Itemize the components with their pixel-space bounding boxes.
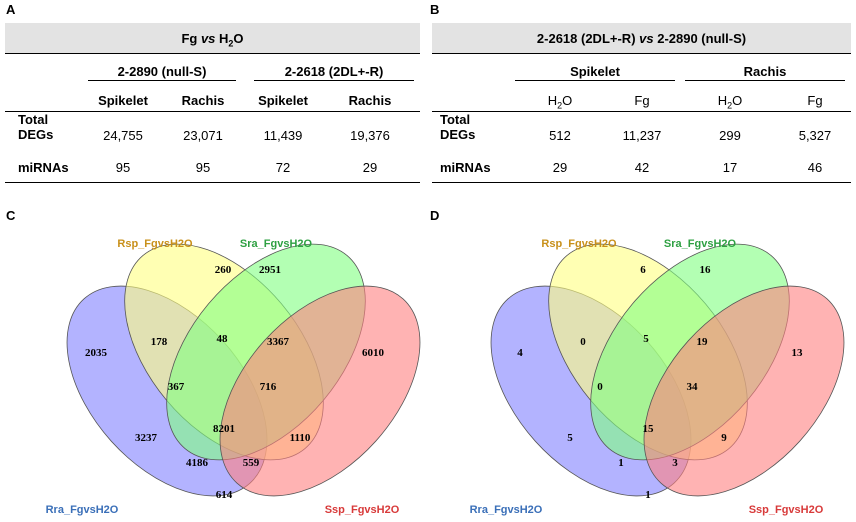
table-a-col-3: Spikelet	[258, 93, 308, 108]
venn-d-count: 3	[672, 457, 678, 469]
venn-c-label-ssp: Ssp_FgvsH2O	[325, 504, 400, 516]
table-b-group-1-rule	[515, 80, 675, 81]
venn-c-ellipse-ssp	[219, 285, 421, 497]
table-a-cell: 19,376	[350, 128, 390, 143]
venn-d-count: 1	[645, 489, 651, 501]
panel-label-b: B	[430, 2, 440, 17]
panel-label-c: C	[6, 208, 16, 223]
venn-c-count: 4186	[186, 457, 209, 469]
venn-c-count: 716	[260, 381, 277, 393]
venn-d-ellipses	[490, 243, 845, 497]
table-a-group-1-rule	[88, 80, 236, 81]
table-a-col-4: Rachis	[348, 93, 392, 108]
table-a-header-bar	[5, 23, 420, 54]
table-b-cell: 5,327	[798, 128, 832, 143]
table-b-cell: 11,237	[622, 128, 662, 143]
table-a-cell: 95	[195, 160, 211, 175]
venn-c-count: 6010	[362, 347, 385, 359]
venn-d-count: 5	[643, 333, 649, 345]
table-a-bottom-rule	[5, 182, 420, 183]
venn-c-count: 48	[217, 333, 229, 345]
venn-c-label-rra: Rra_FgvsH2O	[46, 504, 119, 516]
venn-d-label-rsp: Rsp_FgvsH2O	[541, 238, 617, 250]
venn-d-count: 1	[618, 457, 624, 469]
table-a-title: Fg vs H2O	[181, 31, 244, 49]
table-b-row-total-label: Total DEGs	[440, 112, 476, 142]
table-a-row-mirna-label: miRNAs	[18, 160, 69, 175]
table-b-header-rule	[432, 111, 851, 112]
venn-c-count: 260	[215, 264, 232, 276]
venn-d-count: 6	[640, 264, 646, 276]
table-a-cell: 29	[362, 160, 378, 175]
table-b-cell: 42	[634, 160, 650, 175]
table-b-cell: 17	[722, 160, 738, 175]
table-a-group-2: 2-2618 (2DL+-R)	[284, 64, 384, 79]
venn-c-count: 559	[243, 457, 260, 469]
table-a-col-1: Spikelet	[98, 93, 148, 108]
table-b-col-2: Fg	[634, 93, 650, 108]
venn-c-count: 2035	[85, 347, 108, 359]
panel-label-a: A	[6, 2, 16, 17]
table-b-row-mirna-label: miRNAs	[440, 160, 491, 175]
venn-d-count: 15	[643, 423, 655, 435]
venn-c-count: 178	[151, 336, 168, 348]
venn-d-count: 13	[792, 347, 804, 359]
table-b-col-4: Fg	[807, 93, 823, 108]
venn-c-count: 614	[216, 489, 233, 501]
table-a-cell: 23,071	[183, 128, 223, 143]
table-b-cell: 46	[807, 160, 823, 175]
table-b-cell: 512	[549, 128, 571, 143]
venn-c-label-rsp: Rsp_FgvsH2O	[117, 238, 193, 250]
venn-d-count: 5	[567, 432, 573, 444]
table-a-cell: 24,755	[103, 128, 143, 143]
table-b-cell: 299	[719, 128, 741, 143]
venn-d-count: 0	[580, 336, 586, 348]
venn-c-ellipses	[66, 243, 421, 497]
venn-c-count: 3237	[135, 432, 158, 444]
table-b-cell: 29	[552, 160, 568, 175]
table-b-col-1: H2O	[547, 93, 573, 111]
table-a-row-total-label: Total DEGs	[18, 112, 54, 142]
venn-d-count: 34	[687, 381, 699, 393]
venn-c-count: 367	[168, 381, 185, 393]
table-b-group-1: Spikelet	[570, 64, 620, 79]
table-b-group-2: Rachis	[743, 64, 787, 79]
table-b-header-bar	[432, 23, 851, 54]
venn-d-count: 4	[517, 347, 523, 359]
table-b-bottom-rule	[432, 182, 851, 183]
table-a-cell: 95	[115, 160, 131, 175]
venn-c-label-sra: Sra_FgvsH2O	[240, 238, 313, 250]
venn-c-count: 8201	[213, 423, 235, 435]
table-a-group-1: 2-2890 (null-S)	[117, 64, 207, 79]
venn-d-label-sra: Sra_FgvsH2O	[664, 238, 737, 250]
venn-d-count: 16	[700, 264, 712, 276]
venn-c-count: 3367	[267, 336, 290, 348]
venn-d-label-rra: Rra_FgvsH2O	[470, 504, 543, 516]
venn-d-count: 9	[721, 432, 727, 444]
table-a-cell: 72	[275, 160, 291, 175]
table-a-col-2: Rachis	[181, 93, 225, 108]
venn-c-count: 2951	[259, 264, 281, 276]
table-a-group-2-rule	[254, 80, 414, 81]
table-b-group-2-rule	[685, 80, 845, 81]
table-a-header-rule	[5, 111, 420, 112]
table-b-title: 2-2618 (2DL+-R) vs 2-2890 (null-S)	[536, 31, 747, 46]
venn-d-count: 19	[697, 336, 709, 348]
table-a-cell: 11,439	[263, 128, 303, 143]
venn-c-count: 1110	[290, 432, 311, 444]
panel-label-d: D	[430, 208, 440, 223]
venn-d-count: 0	[597, 381, 603, 393]
venn-d-label-ssp: Ssp_FgvsH2O	[749, 504, 824, 516]
table-b-col-3: H2O	[717, 93, 743, 111]
venn-d-ellipse-ssp	[643, 285, 845, 497]
